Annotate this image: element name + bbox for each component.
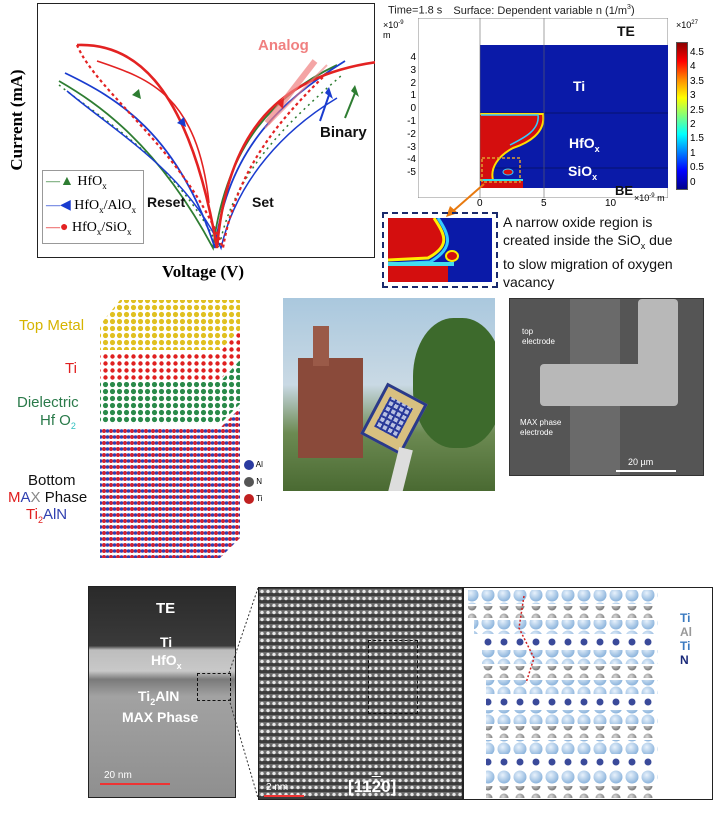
alox-curve: [64, 60, 346, 249]
zoom-arrow: [446, 183, 485, 217]
tem-inset-box: [197, 673, 231, 701]
zoom-inset: [382, 212, 498, 288]
legend-item-siox: —● HfOx/SiOx: [46, 220, 132, 237]
crystal-label-max-phase: MAX Phase: [8, 489, 88, 506]
tem-label-hfox: HfOx: [151, 652, 182, 671]
device-photo: [283, 298, 495, 491]
tower-shape: [313, 326, 329, 366]
atomic-model: [463, 587, 713, 800]
sim-y-unit: ×10-9 m: [383, 20, 404, 40]
sem-max-electrode-label: MAX phase electrode: [520, 418, 562, 437]
tem-label-te: TE: [156, 600, 176, 617]
sem-scale-bar: [616, 470, 676, 472]
iv-legend: [42, 170, 144, 244]
sim-label-hfox: HfOx: [569, 135, 600, 154]
iv-plot-curves: [58, 43, 375, 253]
sim-x-unit: ×10-9 m: [634, 193, 665, 203]
binary-annotation: Binary: [320, 124, 367, 141]
sem-image: [509, 298, 704, 476]
tem-label-ti2aln: Ti2AlN: [138, 688, 180, 707]
sim-x-tick-0: 0: [477, 198, 483, 209]
colorbar-exp: ×1027: [676, 20, 698, 30]
building-shape: [298, 358, 363, 458]
legend-line-icon: —◀: [46, 198, 71, 213]
colorbar-ticks: 4.5 4 3.5 3 2.5 2 1.5 1 0.5 0: [690, 47, 704, 188]
sem-scale-label: 20 µm: [628, 457, 654, 467]
atomic-model-svg: [468, 590, 658, 798]
tem-scale-bar: [100, 783, 170, 785]
ti-atom-icon: [244, 493, 254, 504]
tweezer-shape: [387, 447, 413, 491]
iv-plot-panel: [37, 3, 375, 258]
sim-x-tick-10: 10: [605, 198, 617, 209]
hrtem-scale-bar: [264, 795, 304, 797]
sim-x-tick-5: 5: [541, 198, 547, 209]
sim-label-be: BE: [615, 183, 634, 198]
zone-axis-label: [1120]: [348, 777, 397, 796]
sim-plot-area: [418, 18, 668, 198]
atomic-model-legend: Ti Al Ti N: [680, 611, 692, 667]
sim-label-te: TE: [617, 23, 635, 39]
crystal-stack: [100, 300, 240, 558]
crystal-label-hfo2: Hf O2: [40, 412, 76, 431]
hrtem-lattice: [258, 587, 463, 800]
legend-line-icon: —▲: [46, 174, 74, 189]
tree-shape: [413, 318, 495, 448]
sim-label-siox: SiOx: [568, 163, 598, 182]
legend-line-icon: —●: [46, 220, 69, 235]
sim-title: Time=1.8 s Surface: Dependent variable n…: [388, 4, 635, 17]
sim-caption: A narrow oxide region is created inside …: [503, 214, 673, 290]
crystal-label-dielectric: Dielectric: [17, 394, 79, 411]
iv-ylabel: Current (mA): [7, 69, 26, 171]
al-atom-icon: [244, 459, 254, 470]
sem-top-electrode-label: top electrode: [522, 327, 555, 346]
crystal-label-bottom: Bottom: [28, 472, 76, 489]
zoom-inset-image: [387, 217, 492, 282]
tem-cross-section: [88, 586, 236, 798]
crystal-label-top-metal: Top Metal: [19, 317, 85, 334]
tem-label-ti: Ti: [160, 634, 173, 650]
n-atom-icon: [244, 476, 254, 487]
set-annotation: Set: [252, 194, 274, 210]
legend-item-hfox: —▲ HfOx: [46, 174, 107, 191]
colorbar: [676, 42, 688, 190]
hrtem-inset-box: [368, 640, 418, 714]
analog-annotation: Analog: [258, 37, 309, 54]
siox-curve: [76, 43, 375, 249]
tem-label-max-phase: MAX Phase: [122, 709, 199, 725]
crystal-label-ti2aln: Ti2AlN: [26, 506, 68, 525]
iv-xlabel: Voltage (V): [162, 262, 244, 281]
sim-label-ti: Ti: [573, 78, 586, 94]
tem-scale-label: 20 nm: [104, 770, 132, 781]
reset-annotation: Reset: [147, 194, 186, 210]
sim-y-ticks: 4 3 2 1 0 -1 -2 -3 -4 -5: [407, 52, 416, 179]
legend-item-alox: —◀ HfOx/AlOx: [46, 198, 137, 215]
crystal-label-ti: Ti: [65, 360, 77, 377]
atom-legend: Al N Ti: [244, 456, 263, 507]
hrtem-scale-label: 2 nm: [266, 782, 289, 793]
